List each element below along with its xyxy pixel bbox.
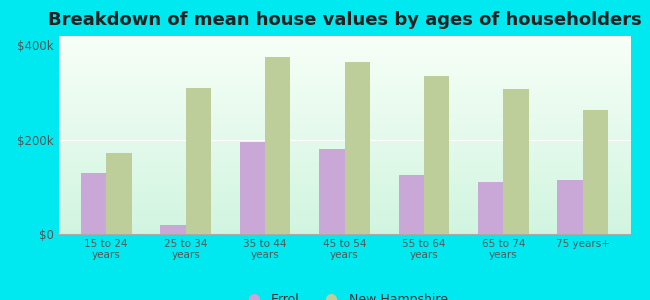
Bar (558, 180, 583, 234)
Bar (503, 89, 529, 234)
Bar (344, 62, 370, 234)
Bar (583, 110, 608, 234)
Bar (81, 173, 106, 234)
Bar (265, 57, 291, 234)
Bar (106, 153, 131, 234)
Legend: Errol, New Hampshire: Errol, New Hampshire (236, 288, 453, 300)
Bar (160, 225, 186, 234)
Bar (424, 76, 449, 234)
Title: Breakdown of mean house values by ages of householders: Breakdown of mean house values by ages o… (47, 11, 642, 29)
Bar (319, 149, 344, 234)
Bar (240, 142, 265, 234)
Bar (478, 182, 503, 234)
Bar (398, 175, 424, 234)
Bar (186, 88, 211, 234)
